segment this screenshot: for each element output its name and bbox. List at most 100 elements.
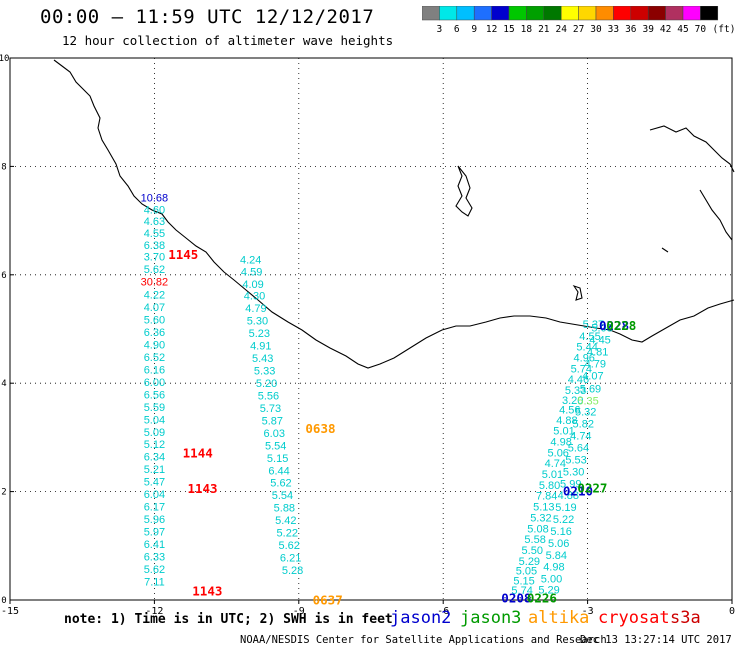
pass-time-label: 0637 — [313, 592, 343, 607]
wave-height-label: 5.60 — [144, 315, 165, 327]
colorbar-tick-label: 21 — [538, 24, 550, 35]
colorbar-tick-label: 45 — [677, 24, 688, 35]
pass-time-label: 0210 — [563, 483, 593, 498]
wave-height-label: 5.62 — [270, 478, 291, 490]
legend-item-jason2: jason2 — [390, 608, 452, 628]
wave-height-label: 4.79 — [245, 303, 266, 315]
wave-height-label: 5.50 — [522, 545, 543, 557]
legend-item-jason3: jason3 — [460, 608, 522, 628]
wave-height-label: 5.33 — [565, 385, 586, 397]
wave-height-label: 5.19 — [555, 502, 576, 514]
x-tick-label: -6 — [437, 606, 449, 617]
wave-height-label: 10.68 — [141, 193, 169, 205]
x-tick-label: 0 — [729, 606, 735, 617]
wave-height-label: 5.56 — [258, 390, 279, 402]
x-tick-label: -15 — [1, 606, 19, 617]
wave-height-label: 4.07 — [582, 370, 603, 382]
wave-height-label: 5.54 — [265, 440, 286, 452]
wave-height-label: 5.13 — [533, 502, 554, 514]
wave-height-label: 6.17 — [144, 502, 165, 514]
wave-height-label: 4.30 — [244, 291, 265, 303]
wave-height-label: 5.29 — [519, 556, 540, 568]
wave-height-label: 6.04 — [144, 489, 165, 501]
colorbar-tick-label: 18 — [521, 24, 533, 35]
pass-time-label: 0638 — [305, 421, 335, 436]
wave-height-label: 5.22 — [277, 528, 298, 540]
wave-height-label: 5.73 — [260, 403, 281, 415]
wave-height-label: 6.56 — [144, 389, 165, 401]
x-tick-label: -3 — [582, 606, 594, 617]
wave-height-label: 6.38 — [144, 240, 165, 252]
wave-height-label: 5.29 — [538, 584, 559, 596]
wave-height-label: 4.96 — [574, 353, 595, 365]
colorbar-tick-label: 70 — [695, 24, 707, 35]
legend-item-altika: altika — [528, 608, 590, 628]
wave-height-label: 3.20 — [562, 395, 583, 407]
wave-height-label: 6.16 — [144, 364, 165, 376]
wave-height-label: 6.03 — [264, 428, 285, 440]
wave-height-label: 5.20 — [256, 378, 277, 390]
wave-height-label: 4.07 — [144, 302, 165, 314]
wave-height-label: 4.63 — [144, 216, 165, 228]
wave-height-label: 5.64 — [568, 442, 589, 454]
footer-credit: NOAA/NESDIS Center for Satellite Applica… — [240, 634, 607, 646]
colorbar-tick-label: 9 — [471, 24, 477, 35]
wave-height-label: 4.98 — [543, 562, 564, 574]
legend-item-s3a: s3a — [670, 608, 701, 628]
colorbar-tick-label: 6 — [454, 24, 460, 35]
wave-height-label: 3.70 — [144, 252, 165, 264]
wave-height-label: 5.16 — [550, 526, 571, 538]
colorbar-tick-label: 24 — [555, 24, 567, 35]
wave-height-label: 6.34 — [144, 452, 165, 464]
colorbar-tick-label: 30 — [590, 24, 602, 35]
wave-height-label: 5.37 — [583, 319, 604, 331]
coastline — [53, 59, 735, 369]
pass-time-label: 0228 — [599, 318, 629, 333]
wave-height-label: 4.91 — [250, 341, 271, 353]
wave-height-colorbar: 3 6 9 12 15 18 21 24 27 30 33 36 39 42 45 70 (ft) — [422, 6, 734, 35]
wave-height-label: 5.05 — [516, 566, 537, 578]
wave-height-label: 5.88 — [274, 503, 295, 515]
y-tick-label: 4 — [1, 379, 6, 389]
plot-frame — [9, 57, 733, 601]
pass-time-label: 0208 — [501, 591, 531, 606]
colorbar-tick-label: 3 — [437, 24, 443, 35]
coastline-italy — [649, 125, 735, 253]
wave-height-label: 5.74 — [511, 585, 532, 597]
legend-note: note: 1) Time is in UTC; 2) SWH is in fe… — [64, 612, 393, 627]
wave-height-label: 6.44 — [268, 465, 289, 477]
wave-height-label: 5.01 — [542, 469, 563, 481]
wave-height-label: 6.36 — [144, 327, 165, 339]
y-tick-label: 2 — [1, 488, 6, 498]
wave-height-label: 4.74 — [570, 431, 591, 443]
wave-height-label: 4.09 — [242, 279, 263, 291]
wave-height-label: 6.41 — [144, 539, 165, 551]
x-tick-label: -12 — [145, 606, 163, 617]
wave-height-label: 5.33 — [254, 366, 275, 378]
wave-height-label: 5.82 — [573, 419, 594, 431]
legend-item-cryosat: cryosat — [598, 608, 670, 628]
pass-time-label: 1144 — [183, 445, 213, 460]
wave-height-label: 5.32 — [530, 512, 551, 524]
wave-height-label: 5.15 — [267, 453, 288, 465]
wave-height-label: 5.62 — [278, 540, 299, 552]
wave-height-label: 5.23 — [249, 328, 270, 340]
wave-height-label: 4.55 — [144, 228, 165, 240]
coastline-iberia — [455, 165, 473, 217]
wave-height-label: 6.33 — [144, 551, 165, 563]
coastline-north-africa — [53, 59, 735, 369]
grid-lines — [10, 58, 732, 600]
coastline-balearic — [572, 284, 583, 301]
colorbar-tick-label: 36 — [625, 24, 637, 35]
wave-height-label: 6.52 — [144, 352, 165, 364]
wave-height-label: 4.56 — [559, 405, 580, 417]
wave-height-label: 5.06 — [548, 538, 569, 550]
pass-time-label: 0228 — [606, 318, 636, 333]
wave-height-label: 5.97 — [144, 527, 165, 539]
wave-height-label: 5.87 — [262, 415, 283, 427]
wave-height-label: 5.53 — [565, 454, 586, 466]
wave-height-label: 5.47 — [144, 477, 165, 489]
wave-height-label: 5.09 — [144, 427, 165, 439]
wave-height-label: 5.06 — [548, 447, 569, 459]
